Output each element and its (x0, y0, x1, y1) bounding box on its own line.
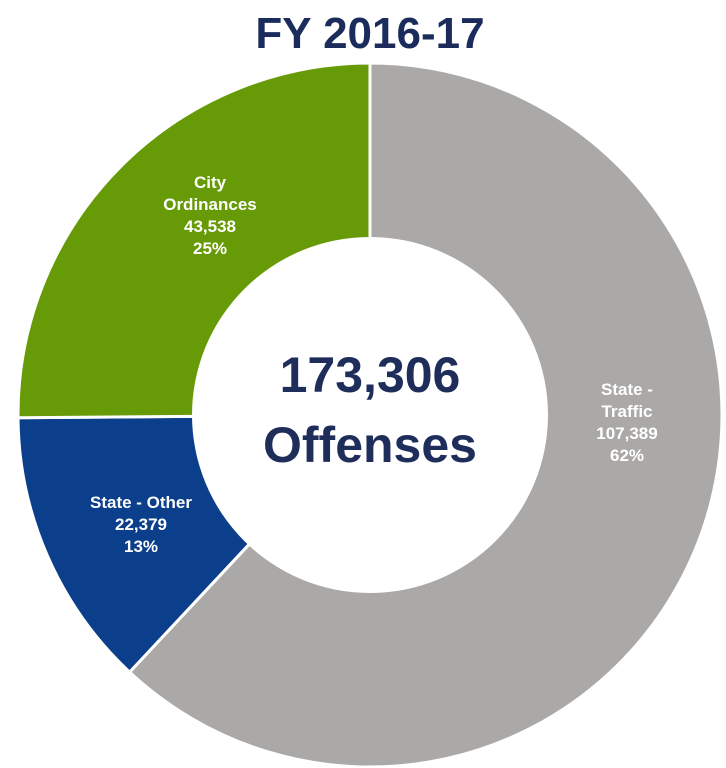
center-total: 173,306 (280, 347, 461, 403)
slice-percent: 62% (610, 446, 644, 465)
slice-percent: 25% (193, 239, 227, 258)
slice-label: State -Traffic (601, 380, 653, 421)
slice-label: City Ordinances (163, 173, 257, 214)
chart-title: FY 2016-17 (255, 9, 484, 58)
slice-value: 22,379 (115, 515, 167, 534)
slice-percent: 13% (124, 537, 158, 556)
center-caption: Offenses (263, 417, 477, 473)
slice-value: 107,389 (596, 424, 657, 443)
donut-hole (192, 237, 548, 593)
slice-value: 43,538 (184, 217, 236, 236)
slice-label: State - Other (90, 493, 192, 512)
